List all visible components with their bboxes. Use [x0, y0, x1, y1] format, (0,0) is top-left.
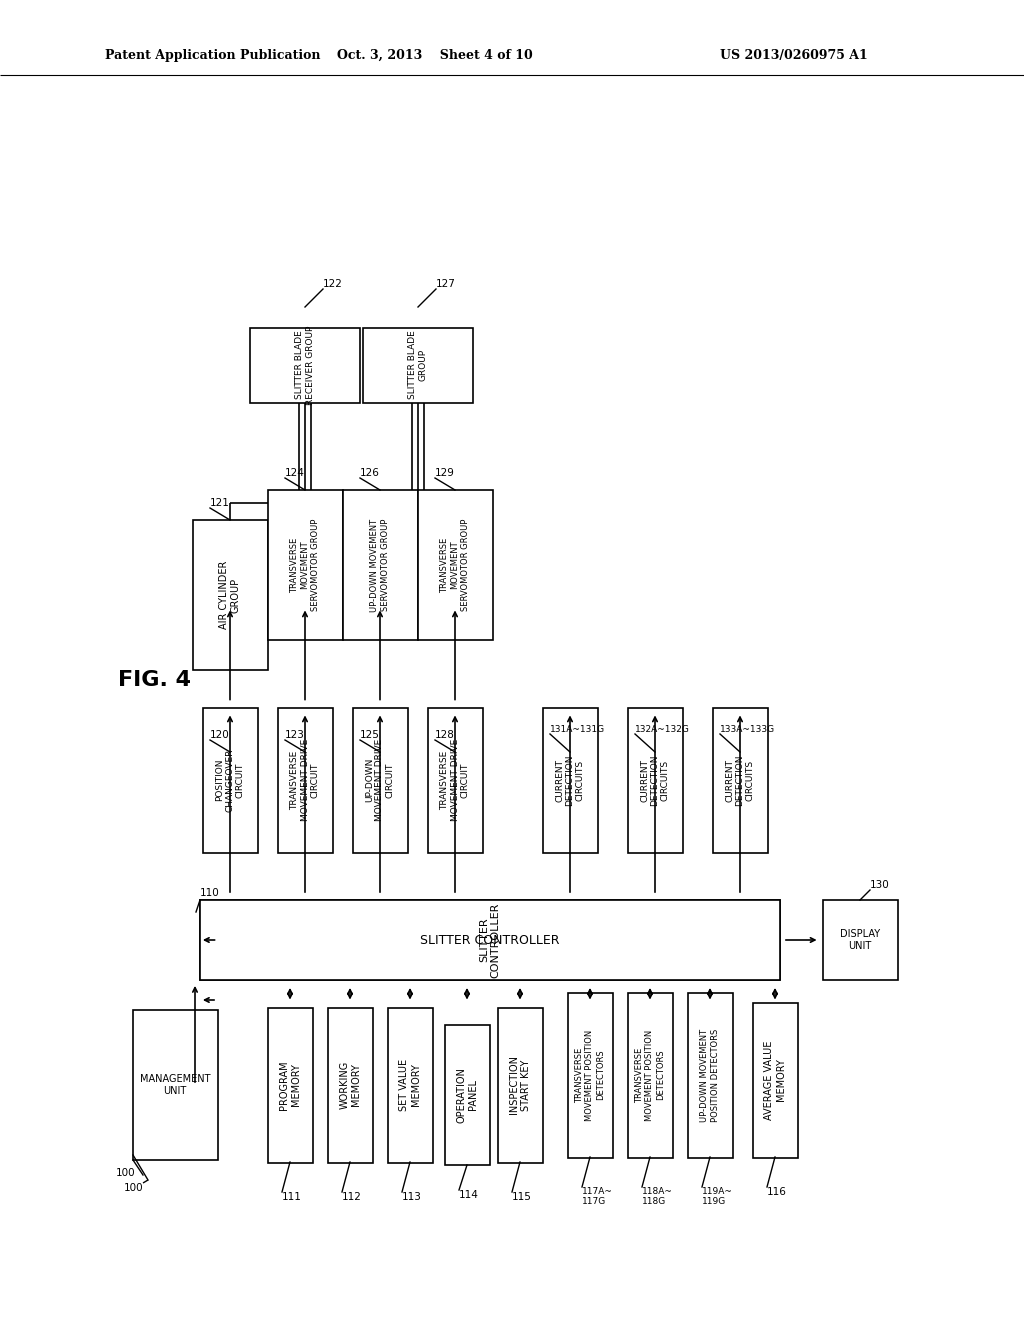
Text: TRANSVERSE
MOVEMENT DRIVE
CIRCUIT: TRANSVERSE MOVEMENT DRIVE CIRCUIT: [440, 739, 470, 821]
Text: 130: 130: [870, 880, 890, 890]
Text: POSITION
CHANGEOVER
CIRCUIT: POSITION CHANGEOVER CIRCUIT: [215, 748, 245, 812]
Bar: [628, 993, 673, 1158]
Bar: [822, 900, 897, 979]
Text: SET VALUE
MEMORY: SET VALUE MEMORY: [399, 1059, 421, 1111]
Bar: [362, 327, 473, 403]
Text: TRANSVERSE
MOVEMENT
SERVOMOTOR GROUP: TRANSVERSE MOVEMENT SERVOMOTOR GROUP: [290, 519, 319, 611]
Text: US 2013/0260975 A1: US 2013/0260975 A1: [720, 49, 867, 62]
Text: AIR CYLINDER
GROUP: AIR CYLINDER GROUP: [219, 561, 241, 630]
Text: UP-DOWN
MOVEMENT DRIVE
CIRCUIT: UP-DOWN MOVEMENT DRIVE CIRCUIT: [366, 739, 395, 821]
Text: INSPECTION
START KEY: INSPECTION START KEY: [509, 1056, 530, 1114]
Bar: [193, 520, 267, 671]
Bar: [267, 490, 342, 640]
Bar: [498, 1007, 543, 1163]
Text: CURRENT
DETECTION
CIRCUITS: CURRENT DETECTION CIRCUITS: [725, 754, 755, 805]
Text: 113: 113: [402, 1192, 422, 1203]
Bar: [132, 1010, 217, 1160]
Text: CURRENT
DETECTION
CIRCUITS: CURRENT DETECTION CIRCUITS: [555, 754, 585, 805]
Bar: [250, 327, 360, 403]
Text: 112: 112: [342, 1192, 361, 1203]
Text: Patent Application Publication: Patent Application Publication: [105, 49, 321, 62]
Text: 100: 100: [116, 1168, 135, 1177]
Text: SLITTER
CONTROLLER: SLITTER CONTROLLER: [479, 903, 501, 978]
Text: 127: 127: [436, 279, 456, 289]
Bar: [713, 708, 768, 853]
Text: 124: 124: [285, 469, 305, 478]
Text: 117A~
117G: 117A~ 117G: [582, 1187, 613, 1206]
Text: 132A~132G: 132A~132G: [635, 725, 690, 734]
Bar: [418, 490, 493, 640]
Text: 116: 116: [767, 1187, 786, 1197]
Text: PROGRAM
MEMORY: PROGRAM MEMORY: [280, 1060, 301, 1110]
Text: 111: 111: [282, 1192, 302, 1203]
Text: 129: 129: [435, 469, 455, 478]
Bar: [543, 708, 597, 853]
Text: 121: 121: [210, 498, 229, 508]
Text: TRANSVERSE
MOVEMENT POSITION
DETECTORS: TRANSVERSE MOVEMENT POSITION DETECTORS: [575, 1030, 605, 1121]
Text: 100: 100: [123, 1183, 143, 1193]
Text: UP-DOWN MOVEMENT
POSITION DETECTORS: UP-DOWN MOVEMENT POSITION DETECTORS: [700, 1028, 720, 1122]
Text: TRANSVERSE
MOVEMENT DRIVE
CIRCUIT: TRANSVERSE MOVEMENT DRIVE CIRCUIT: [290, 739, 319, 821]
Bar: [753, 1002, 798, 1158]
Text: 114: 114: [459, 1191, 479, 1200]
Bar: [352, 708, 408, 853]
Text: 133A~133G: 133A~133G: [720, 725, 775, 734]
Bar: [387, 1007, 432, 1163]
Text: WORKING
MEMORY: WORKING MEMORY: [339, 1061, 360, 1109]
Bar: [342, 490, 418, 640]
Bar: [427, 708, 482, 853]
Text: 128: 128: [435, 730, 455, 741]
Text: FIG. 4: FIG. 4: [119, 671, 191, 690]
Text: OPERATION
PANEL: OPERATION PANEL: [457, 1067, 478, 1123]
Bar: [687, 993, 732, 1158]
Text: DISPLAY
UNIT: DISPLAY UNIT: [840, 929, 880, 950]
Text: 125: 125: [360, 730, 380, 741]
Text: SLITTER CONTROLLER: SLITTER CONTROLLER: [420, 933, 560, 946]
Bar: [444, 1026, 489, 1166]
Text: TRANSVERSE
MOVEMENT POSITION
DETECTORS: TRANSVERSE MOVEMENT POSITION DETECTORS: [635, 1030, 665, 1121]
Bar: [200, 900, 780, 979]
Text: SLITTER BLADE
RECEIVER GROUP: SLITTER BLADE RECEIVER GROUP: [295, 325, 314, 405]
Text: Oct. 3, 2013    Sheet 4 of 10: Oct. 3, 2013 Sheet 4 of 10: [337, 49, 532, 62]
Bar: [203, 708, 257, 853]
Bar: [628, 708, 683, 853]
Text: MANAGEMENT
UNIT: MANAGEMENT UNIT: [139, 1074, 210, 1096]
Bar: [278, 708, 333, 853]
Text: 110: 110: [200, 888, 220, 898]
Text: 126: 126: [360, 469, 380, 478]
Bar: [267, 1007, 312, 1163]
Text: 118A~
118G: 118A~ 118G: [642, 1187, 673, 1206]
Bar: [200, 900, 780, 979]
Text: AVERAGE VALUE
MEMORY: AVERAGE VALUE MEMORY: [764, 1040, 785, 1119]
Text: 122: 122: [323, 279, 343, 289]
Text: TRANSVERSE
MOVEMENT
SERVOMOTOR GROUP: TRANSVERSE MOVEMENT SERVOMOTOR GROUP: [440, 519, 470, 611]
Bar: [567, 993, 612, 1158]
Text: 115: 115: [512, 1192, 531, 1203]
Text: UP-DOWN MOVEMENT
SERVOMOTOR GROUP: UP-DOWN MOVEMENT SERVOMOTOR GROUP: [371, 519, 390, 611]
Text: SLITTER BLADE
GROUP: SLITTER BLADE GROUP: [409, 330, 428, 400]
Bar: [328, 1007, 373, 1163]
Text: 120: 120: [210, 730, 229, 741]
Text: 131A~131G: 131A~131G: [550, 725, 605, 734]
Text: CURRENT
DETECTION
CIRCUITS: CURRENT DETECTION CIRCUITS: [640, 754, 670, 805]
Text: 119A~
119G: 119A~ 119G: [702, 1187, 733, 1206]
Text: 123: 123: [285, 730, 305, 741]
